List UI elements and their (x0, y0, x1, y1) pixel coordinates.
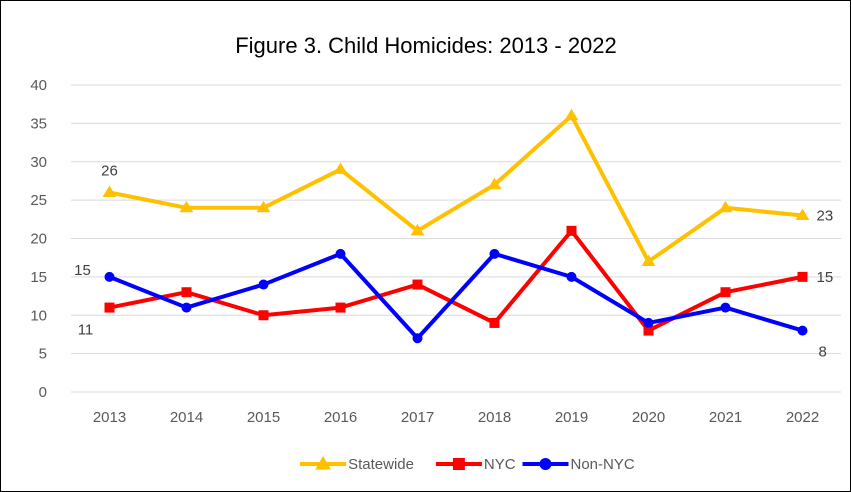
legend-label-statewide: Statewide (348, 456, 414, 473)
x-tick-label: 2013 (93, 409, 126, 426)
y-tick-label: 25 (30, 192, 47, 209)
legend-item-nyc: NYC (435, 456, 516, 473)
x-tick-label: 2017 (401, 409, 434, 426)
gridlines (71, 84, 841, 393)
chart-title: Figure 3. Child Homicides: 2013 - 2022 (235, 33, 617, 58)
data-label: 8 (819, 344, 827, 361)
data-point-nyc (720, 287, 731, 298)
data-point-statewide (564, 108, 579, 121)
data-label: 26 (101, 162, 118, 179)
data-point-non-nyc (797, 325, 808, 336)
y-tick-label: 15 (30, 269, 47, 286)
data-point-nyc (104, 302, 115, 313)
y-axis-ticks: 0 5 10 15 20 25 30 35 40 (30, 77, 47, 401)
data-labels: 26 15 11 23 15 8 (74, 162, 833, 360)
data-point-nyc (489, 317, 500, 328)
data-point-nyc (643, 325, 654, 336)
y-tick-label: 30 (30, 154, 47, 171)
data-label: 15 (74, 262, 91, 279)
series-nyc (104, 225, 808, 336)
series-statewide (102, 108, 810, 267)
data-point-non-nyc (104, 271, 115, 282)
x-axis-ticks: 2013 2014 2015 2016 2017 2018 2019 2020 2021 2022 (93, 409, 819, 426)
data-point-non-nyc (720, 302, 731, 313)
data-point-statewide (179, 200, 194, 213)
y-tick-label: 35 (30, 115, 47, 132)
legend-marker-nyc (452, 458, 465, 470)
series-line-nyc (107, 228, 805, 333)
data-point-non-nyc (489, 248, 500, 259)
data-point-nyc (412, 279, 423, 290)
y-tick-label: 40 (30, 77, 47, 94)
data-point-statewide (795, 208, 810, 220)
data-point-non-nyc (412, 333, 423, 344)
legend-marker-non-nyc (539, 458, 552, 470)
data-point-nyc (258, 310, 269, 321)
x-tick-label: 2018 (478, 409, 511, 426)
y-tick-label: 5 (39, 346, 47, 363)
data-point-statewide (718, 200, 733, 213)
data-point-nyc (181, 287, 192, 298)
data-label: 23 (817, 207, 834, 224)
data-point-statewide (487, 177, 502, 190)
x-tick-label: 2015 (247, 409, 280, 426)
series-line-non-nyc (107, 251, 805, 341)
data-point-non-nyc (258, 279, 269, 290)
series-non-nyc (104, 248, 808, 344)
y-tick-label: 20 (30, 231, 47, 248)
data-point-non-nyc (181, 302, 192, 313)
data-point-statewide (641, 254, 656, 267)
x-tick-label: 2019 (555, 409, 588, 426)
data-point-nyc (797, 271, 808, 282)
x-tick-label: 2022 (786, 409, 819, 426)
data-label: 11 (78, 322, 94, 339)
legend-label-non-nyc: Non-NYC (571, 456, 635, 473)
legend-marker-statewide (315, 456, 331, 470)
legend-item-non-nyc: Non-NYC (522, 456, 635, 473)
data-point-statewide (102, 185, 117, 197)
data-point-statewide (333, 162, 348, 174)
x-tick-label: 2020 (632, 409, 665, 426)
data-point-non-nyc (566, 271, 577, 282)
y-tick-label: 0 (39, 384, 47, 401)
data-point-non-nyc (643, 317, 654, 328)
data-point-statewide (256, 200, 271, 213)
series-line-statewide (107, 113, 805, 264)
x-tick-label: 2016 (324, 409, 357, 426)
x-tick-label: 2014 (170, 409, 203, 426)
y-tick-label: 10 (30, 307, 47, 324)
legend-item-statewide: Statewide (300, 456, 414, 473)
data-point-nyc (566, 225, 577, 236)
legend-label-nyc: NYC (484, 456, 516, 473)
series-layer (102, 108, 810, 344)
data-label: 15 (817, 269, 834, 286)
legend: Statewide NYC Non-NYC (300, 456, 635, 473)
data-point-statewide (410, 223, 425, 236)
data-point-non-nyc (335, 248, 346, 259)
data-point-nyc (335, 302, 346, 313)
x-tick-label: 2021 (709, 409, 742, 426)
